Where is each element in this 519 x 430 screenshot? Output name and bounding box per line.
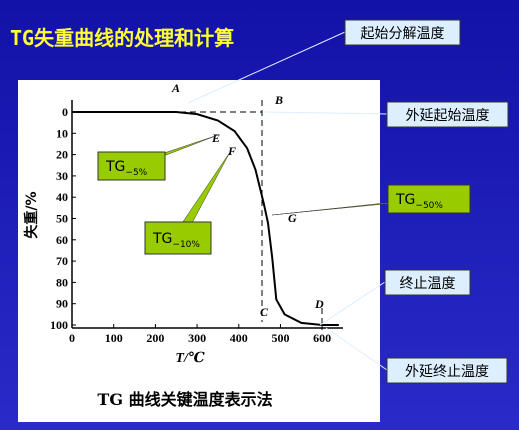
y-axis-label: 失重/%: [23, 191, 40, 238]
callout-box: [386, 357, 508, 384]
slide-title: TG失重曲线的处理和计算: [10, 26, 234, 50]
callout-text: TG−10%: [152, 231, 200, 250]
y-tick-label: 0: [62, 105, 68, 119]
y-tick-label: 90: [56, 297, 68, 311]
callout-box: [344, 19, 461, 46]
callout-text: TG−50%: [395, 192, 443, 211]
x-tick-label: 500: [271, 331, 289, 345]
chart-caption: TG 曲线关键温度表示法: [97, 390, 272, 409]
callout-pointer: [319, 281, 386, 326]
callout-text: 外延起始温度: [406, 108, 490, 124]
x-tick-label: 0: [69, 331, 75, 345]
tangent-line: [180, 100, 323, 330]
point-label: B: [274, 93, 283, 107]
y-tick-label: 80: [56, 275, 68, 289]
point-label: A: [171, 81, 180, 95]
callout-box: [144, 221, 212, 255]
callout-box: [97, 151, 166, 181]
callout-main: TG: [152, 231, 172, 247]
callout-box: [386, 101, 509, 128]
callout-box: [387, 184, 471, 214]
callout-main: TG: [395, 192, 415, 208]
callout-sub: −5%: [125, 168, 147, 178]
callout-text: 终止温度: [400, 276, 456, 292]
callout-sub: −50%: [415, 201, 443, 211]
y-tick-label: 60: [56, 233, 68, 247]
callout-sub: −10%: [172, 240, 200, 250]
x-tick-label: 600: [313, 331, 331, 345]
callout-text: TG−5%: [105, 159, 148, 178]
x-tick-label: 200: [146, 331, 164, 345]
callout-pointer: [187, 31, 346, 104]
callout-text: 外延终止温度: [405, 364, 489, 380]
point-label: D: [314, 297, 324, 311]
x-tick-label: 300: [188, 331, 206, 345]
tg-curve: [72, 111, 339, 326]
point-label: F: [227, 144, 236, 158]
x-tick-label: 400: [230, 331, 248, 345]
callout-pointer: [325, 327, 388, 371]
point-label: G: [288, 211, 297, 225]
y-tick-label: 30: [56, 169, 68, 183]
callout-main: TG: [105, 159, 125, 175]
y-tick-label: 100: [50, 318, 68, 332]
x-tick-label: 100: [105, 331, 123, 345]
callout-pointer: [264, 111, 388, 115]
y-tick-label: 40: [56, 190, 68, 204]
callout-text: 起始分解温度: [361, 26, 445, 42]
x-axis-label: T/℃: [175, 351, 204, 366]
callout-box: [384, 269, 471, 296]
point-label: E: [211, 131, 220, 145]
y-tick-label: 70: [56, 254, 68, 268]
y-tick-label: 50: [56, 212, 68, 226]
y-tick-label: 10: [56, 126, 68, 140]
y-tick-label: 20: [56, 148, 68, 162]
point-label: C: [260, 305, 269, 319]
